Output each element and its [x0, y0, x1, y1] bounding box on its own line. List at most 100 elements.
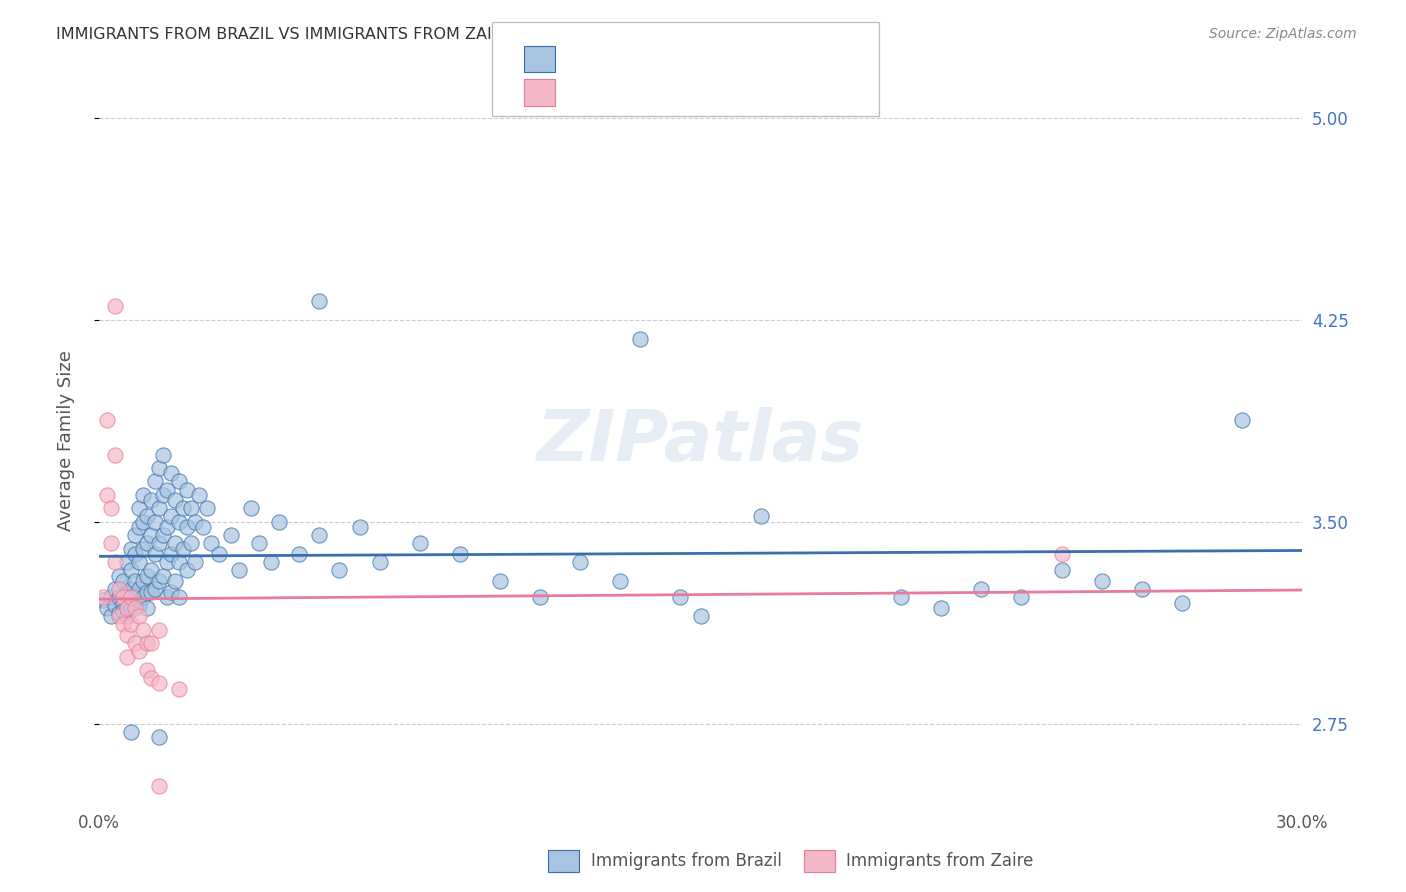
Point: [240, 501, 263, 516]
Point: [120, 563, 142, 577]
Point: [628, 332, 651, 346]
Point: [139, 563, 162, 577]
Point: [156, 520, 179, 534]
Point: [260, 555, 283, 569]
Point: [1050, 563, 1073, 577]
Point: [124, 574, 146, 588]
Point: [128, 501, 150, 516]
Point: [163, 493, 186, 508]
Point: [148, 779, 170, 793]
Point: [156, 555, 179, 569]
Point: [160, 547, 183, 561]
Point: [100, 591, 122, 605]
Point: [152, 448, 174, 462]
Point: [167, 591, 190, 605]
Text: -0.183: -0.183: [616, 84, 675, 102]
Point: [108, 568, 131, 582]
Point: [104, 599, 127, 613]
Point: [120, 591, 142, 605]
Point: [489, 574, 512, 588]
Point: [124, 547, 146, 561]
Point: [132, 591, 155, 605]
Point: [136, 585, 159, 599]
Point: [449, 547, 471, 561]
Point: [128, 582, 150, 597]
Point: [148, 623, 170, 637]
Point: [1171, 596, 1194, 610]
Point: [176, 563, 198, 577]
Point: [104, 582, 127, 597]
Point: [163, 536, 186, 550]
Point: [108, 609, 131, 624]
Point: [160, 509, 183, 524]
Point: [124, 601, 146, 615]
Point: [132, 541, 155, 556]
Point: [132, 515, 155, 529]
Point: [148, 501, 170, 516]
Point: [108, 607, 131, 621]
Point: [132, 488, 155, 502]
Point: [269, 515, 291, 529]
Point: [115, 609, 138, 624]
Point: [409, 536, 432, 550]
Text: IMMIGRANTS FROM BRAZIL VS IMMIGRANTS FROM ZAIRE AVERAGE FAMILY SIZE CORRELATION : IMMIGRANTS FROM BRAZIL VS IMMIGRANTS FRO…: [56, 27, 872, 42]
Point: [108, 582, 131, 597]
Point: [128, 555, 150, 569]
Point: [1091, 574, 1114, 588]
Point: [172, 541, 194, 556]
Point: [139, 636, 162, 650]
Y-axis label: Average Family Size: Average Family Size: [58, 351, 75, 532]
Point: [1230, 412, 1253, 426]
Text: Immigrants from Zaire: Immigrants from Zaire: [846, 852, 1033, 871]
Text: Source: ZipAtlas.com: Source: ZipAtlas.com: [1209, 27, 1357, 41]
Point: [128, 520, 150, 534]
Point: [167, 555, 190, 569]
Point: [219, 528, 242, 542]
Point: [139, 671, 162, 685]
Point: [152, 488, 174, 502]
Point: [749, 509, 772, 524]
Point: [195, 501, 218, 516]
Point: [163, 574, 186, 588]
Point: [172, 501, 194, 516]
Point: [152, 528, 174, 542]
Point: [111, 591, 134, 605]
Point: [136, 536, 159, 550]
Point: [669, 591, 692, 605]
Point: [120, 591, 142, 605]
Point: [111, 617, 134, 632]
Point: [115, 601, 138, 615]
Point: [108, 591, 131, 605]
Point: [328, 563, 350, 577]
Text: R =: R =: [569, 50, 600, 68]
Point: [152, 568, 174, 582]
Point: [96, 601, 118, 615]
Point: [890, 591, 912, 605]
Point: [136, 663, 159, 677]
Point: [143, 515, 166, 529]
Point: [148, 676, 170, 690]
Point: [247, 536, 270, 550]
Point: [1050, 547, 1073, 561]
Point: [115, 628, 138, 642]
Point: [104, 448, 127, 462]
Point: [208, 547, 231, 561]
Point: [91, 593, 114, 607]
Point: [188, 488, 211, 502]
Point: [160, 585, 183, 599]
Point: [349, 520, 371, 534]
Point: [156, 591, 179, 605]
Point: [143, 582, 166, 597]
Point: [167, 475, 190, 489]
Point: [111, 596, 134, 610]
Point: [1010, 591, 1032, 605]
Point: [100, 501, 122, 516]
Point: [148, 461, 170, 475]
Point: [100, 536, 122, 550]
Point: [128, 599, 150, 613]
Point: [176, 520, 198, 534]
Point: [91, 591, 114, 605]
Point: [929, 601, 952, 615]
Point: [104, 299, 127, 313]
Point: [124, 636, 146, 650]
